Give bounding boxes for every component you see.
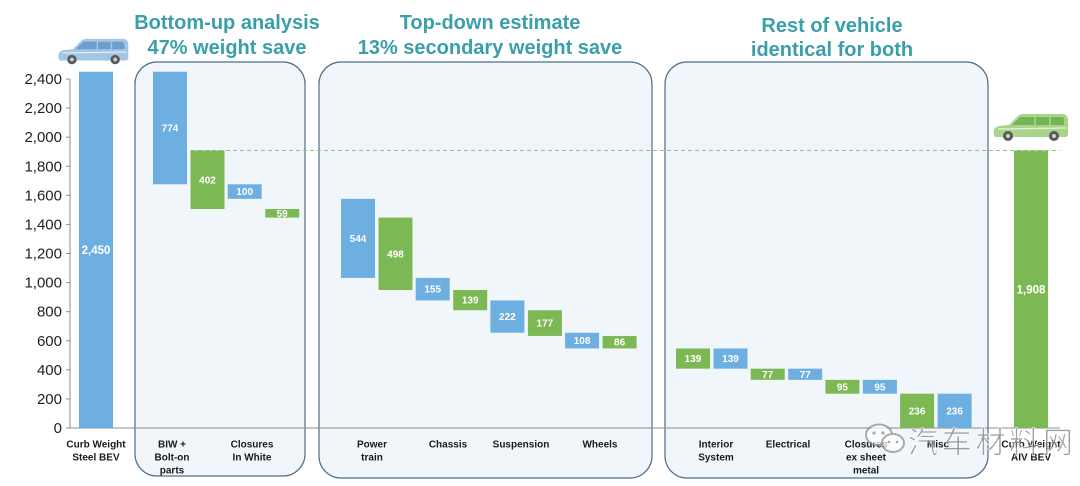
value-label-aiv-interior-system: 139 — [685, 354, 702, 365]
wechat-eye — [896, 441, 899, 444]
category-label-interior-system-line-1: Interior — [699, 440, 734, 451]
watermark-text: 汽车材料网 — [908, 426, 1073, 461]
wechat-eye — [888, 441, 891, 444]
section-header-bottom-up-analysis: Bottom-up analysis — [134, 12, 320, 34]
category-label-curb-weight-steel-bev-line-2: Steel BEV — [72, 453, 120, 464]
wechat-bubble-small — [882, 434, 904, 452]
y-tick-label-1800: 1,800 — [24, 158, 62, 175]
y-tick-label-600: 600 — [37, 333, 62, 350]
y-tick-label-2200: 2,200 — [24, 100, 62, 117]
y-tick-label-400: 400 — [37, 362, 62, 379]
steel-bev-van-icon-windows — [76, 42, 125, 50]
value-label-aiv-curb-weight-aiv-bev: 1,908 — [1017, 284, 1046, 296]
y-tick-label-2000: 2,000 — [24, 129, 62, 146]
category-label-power-train-line-2: train — [361, 453, 383, 464]
aiv-bev-van-icon-hub-1 — [1006, 134, 1010, 138]
category-label-closures-ex-sheet-metal-line-2: ex sheet — [846, 453, 887, 464]
y-tick-label-1400: 1,400 — [24, 216, 62, 233]
y-tick-label-200: 200 — [37, 391, 62, 408]
value-label-aiv-chassis: 139 — [462, 296, 479, 307]
y-tick-label-1600: 1,600 — [24, 187, 62, 204]
value-label-steel-curb-weight-steel-bev: 2,450 — [82, 245, 111, 257]
category-label-biw-bolt-on-parts-line-3: parts — [160, 466, 185, 477]
value-label-steel-power-train: 544 — [350, 234, 367, 245]
value-label-steel-closures-ex-sheet-metal: 95 — [874, 382, 886, 393]
category-label-curb-weight-steel-bev-line-1: Curb Weight — [66, 440, 126, 451]
category-label-chassis-line-1: Chassis — [429, 440, 468, 451]
wechat-eye — [872, 431, 875, 434]
value-label-aiv-electrical: 77 — [762, 370, 774, 381]
steel-bev-van-icon-hub-2 — [113, 58, 117, 62]
wechat-eye — [881, 431, 884, 434]
value-label-aiv-closures-ex-sheet-metal: 95 — [837, 382, 849, 393]
category-label-closures-in-white-line-1: Closures — [231, 440, 274, 451]
category-label-interior-system-line-2: System — [698, 453, 734, 464]
y-tick-label-1000: 1,000 — [24, 275, 62, 292]
category-label-biw-bolt-on-parts-line-1: BIW + — [158, 440, 186, 451]
category-label-wheels-line-1: Wheels — [582, 440, 617, 451]
value-label-aiv-biw-bolt-on-parts: 402 — [199, 175, 216, 186]
category-label-suspension-line-1: Suspension — [493, 440, 550, 451]
value-label-aiv-closures-in-white: 59 — [277, 209, 289, 220]
steel-bev-van-icon — [58, 39, 128, 64]
y-tick-label-2400: 2,400 — [24, 71, 62, 88]
value-label-aiv-suspension: 177 — [537, 319, 554, 330]
aiv-bev-van-icon-hub-2 — [1052, 134, 1056, 138]
value-label-steel-electrical: 77 — [800, 370, 812, 381]
category-label-closures-in-white-line-2: In White — [233, 453, 272, 464]
aiv-bev-van-icon — [994, 114, 1068, 141]
value-label-steel-misc: 236 — [946, 406, 963, 417]
value-label-steel-chassis: 155 — [424, 285, 441, 296]
section-header-top-down-estimate: Top-down estimate — [400, 12, 581, 34]
y-tick-label-0: 0 — [54, 420, 62, 437]
value-label-aiv-wheels: 86 — [614, 338, 626, 349]
aiv-bev-van-icon-windows — [1012, 117, 1064, 125]
section-header-47-weight-save: 47% weight save — [148, 37, 307, 59]
y-tick-label-800: 800 — [37, 304, 62, 321]
section-header-13-secondary-weight-save: 13% secondary weight save — [358, 37, 623, 59]
y-tick-label-1200: 1,200 — [24, 246, 62, 263]
value-label-steel-suspension: 222 — [499, 312, 516, 323]
category-label-power-train-line-1: Power — [357, 440, 387, 451]
value-label-steel-closures-in-white: 100 — [236, 187, 253, 198]
steel-bev-van-icon-hub-1 — [70, 58, 74, 62]
section-header-rest-of-vehicle: Rest of vehicle — [761, 15, 902, 37]
value-label-steel-interior-system: 139 — [722, 354, 739, 365]
value-label-steel-biw-bolt-on-parts: 774 — [162, 124, 179, 135]
section-header-identical-for-both: identical for both — [751, 39, 913, 61]
category-label-closures-ex-sheet-metal-line-3: metal — [853, 466, 879, 477]
value-label-aiv-power-train: 498 — [387, 249, 404, 260]
category-label-electrical-line-1: Electrical — [766, 440, 811, 451]
category-label-biw-bolt-on-parts-line-2: Bolt-on — [155, 453, 190, 464]
value-label-steel-wheels: 108 — [574, 336, 591, 347]
value-label-aiv-misc: 236 — [909, 406, 926, 417]
